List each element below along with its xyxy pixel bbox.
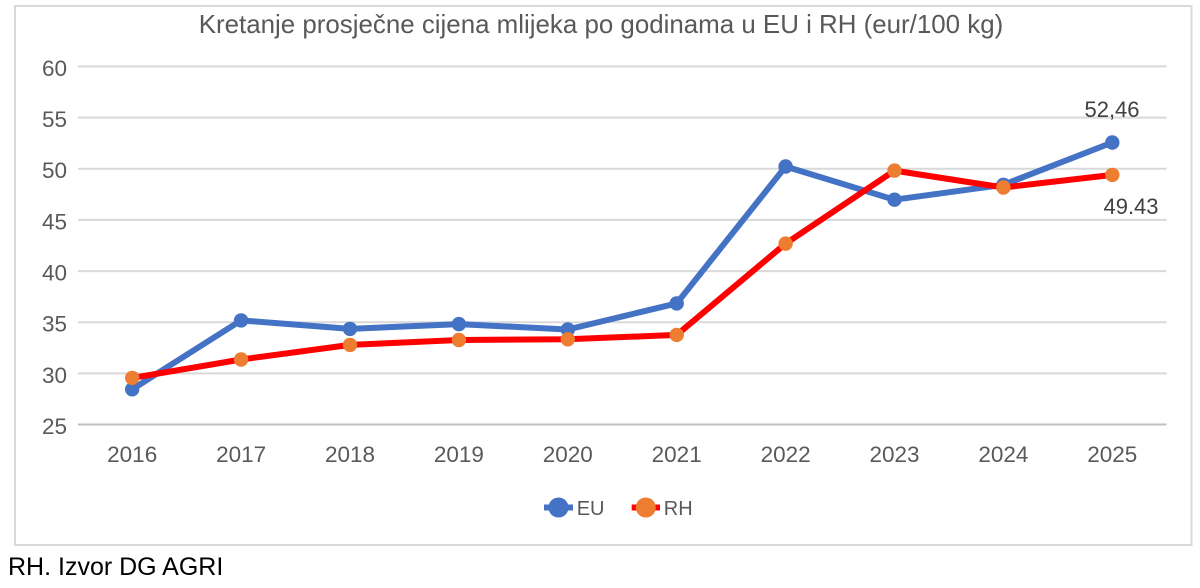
svg-text:2025: 2025	[1087, 442, 1137, 467]
svg-text:EU: EU	[577, 498, 605, 520]
svg-text:49.43: 49.43	[1103, 194, 1158, 219]
svg-text:RH: RH	[664, 498, 693, 520]
svg-text:2017: 2017	[216, 442, 266, 467]
svg-text:30: 30	[42, 363, 67, 388]
svg-text:Kretanje prosječne cijena mlij: Kretanje prosječne cijena mlijeka po god…	[199, 11, 1003, 39]
svg-text:2016: 2016	[107, 442, 157, 467]
svg-text:52,46: 52,46	[1084, 97, 1139, 122]
svg-text:50: 50	[42, 158, 67, 183]
svg-text:2023: 2023	[869, 442, 919, 467]
svg-text:2022: 2022	[761, 442, 811, 467]
svg-text:2018: 2018	[325, 442, 375, 467]
svg-text:25: 25	[42, 414, 67, 439]
svg-text:40: 40	[42, 261, 67, 286]
svg-text:35: 35	[42, 312, 67, 337]
svg-text:2020: 2020	[543, 442, 593, 467]
svg-text:60: 60	[42, 56, 67, 81]
svg-text:45: 45	[42, 209, 67, 234]
svg-text:2019: 2019	[434, 442, 484, 467]
svg-text:RH. Izvor DG AGRI: RH. Izvor DG AGRI	[8, 553, 223, 581]
svg-text:2024: 2024	[978, 442, 1028, 467]
svg-text:55: 55	[42, 107, 67, 132]
svg-text:2021: 2021	[652, 442, 702, 467]
